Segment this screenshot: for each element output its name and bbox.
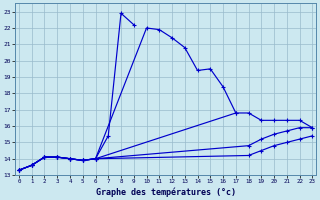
X-axis label: Graphe des températures (°c): Graphe des températures (°c) (96, 187, 236, 197)
